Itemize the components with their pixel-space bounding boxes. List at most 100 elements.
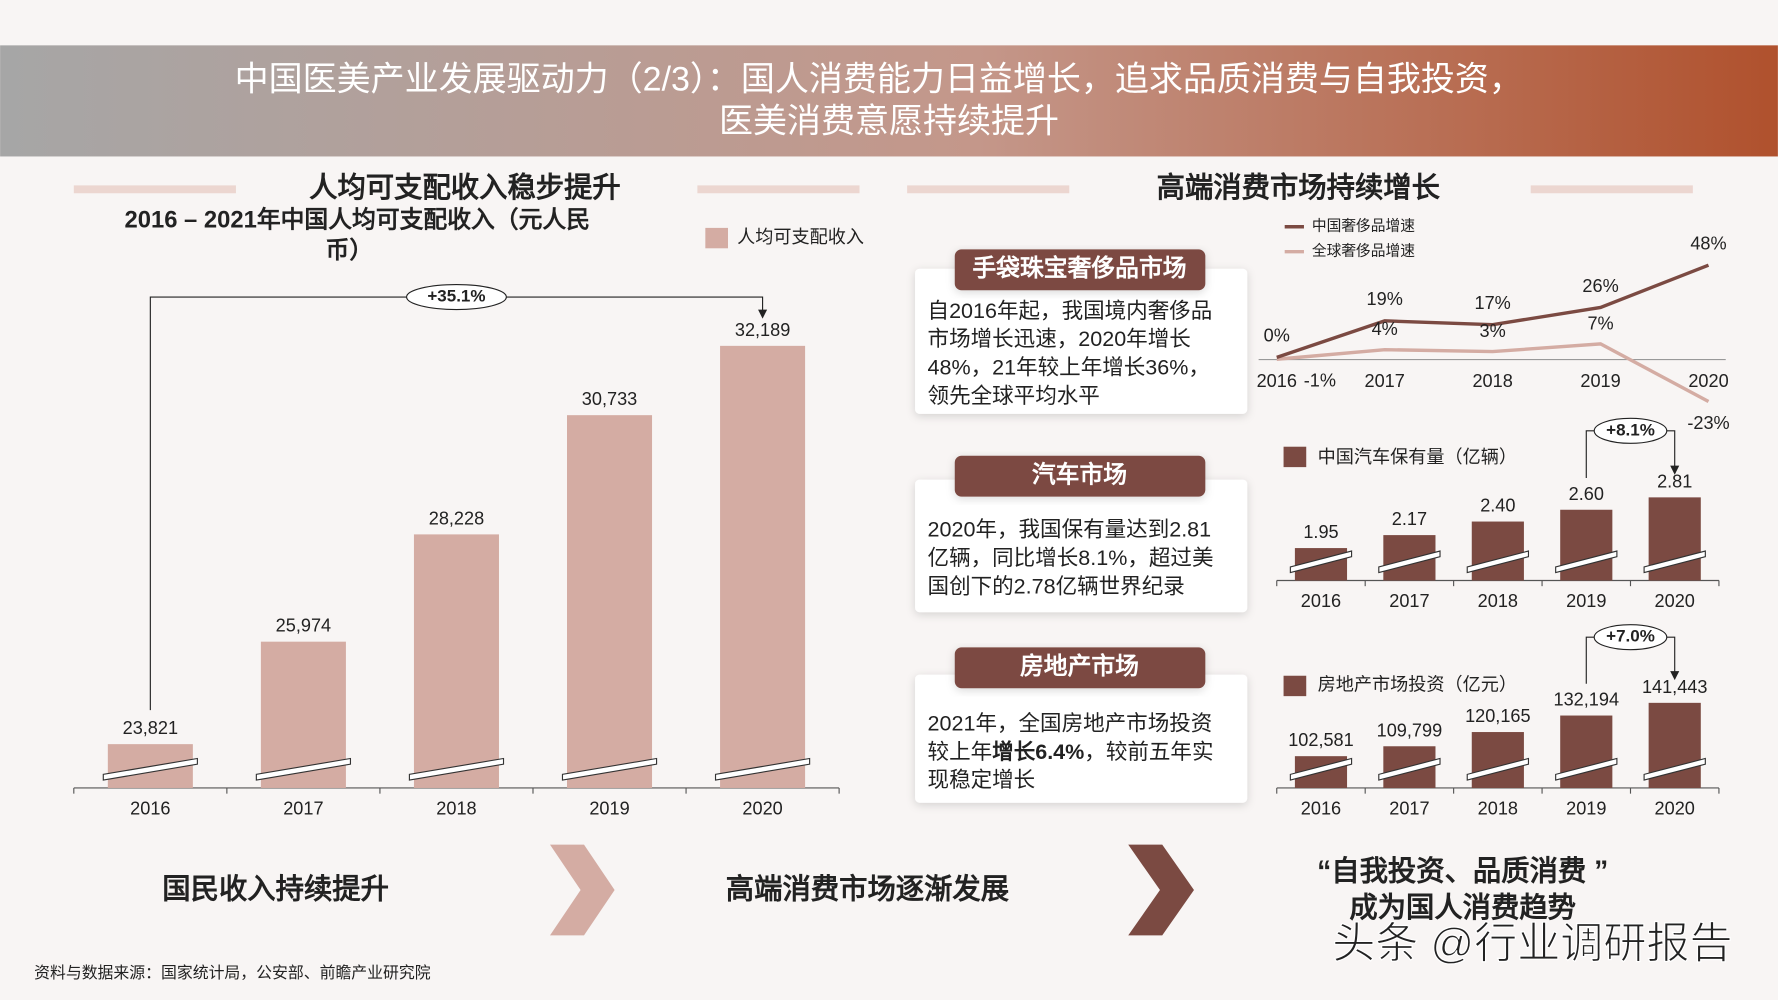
text-segment: 亿辆，同比增长8.1%，超过美 (928, 546, 1214, 570)
value-label: 2.40 (1480, 496, 1515, 516)
axis-break (1555, 550, 1618, 574)
box-heading: 汽车市场 (1032, 460, 1127, 488)
box-heading-bg (954, 647, 1206, 689)
text-segment: ，较前五年实 (1084, 740, 1213, 764)
box-line: 现稳定增长 (928, 768, 1036, 792)
x-tick-label: 2020 (1655, 591, 1695, 611)
header-title: 医美消费意愿持续提升 (719, 103, 1059, 141)
annotation-bubble (1593, 624, 1668, 651)
box-heading-bg (954, 249, 1206, 291)
value-label: -23% (1687, 413, 1729, 433)
annotation-bubble (406, 284, 507, 311)
text-segment: 2021年，全国房地产市场投资 (928, 711, 1213, 735)
axis-break (1378, 757, 1441, 781)
value-label: 120,165 (1465, 706, 1531, 726)
x-tick-label: 2019 (1566, 798, 1606, 818)
text-segment: 增长6.4% (992, 739, 1084, 764)
text-segment: 国创下的2.78亿辆世界纪录 (928, 574, 1185, 598)
chevron (549, 844, 615, 936)
value-label: 30,733 (582, 389, 637, 409)
value-label: 2.60 (1569, 484, 1604, 504)
value-label: 26% (1582, 276, 1618, 296)
value-label: 17% (1474, 293, 1510, 313)
legend-label: 人均可支配收入 (737, 227, 864, 247)
value-label: 23,821 (123, 718, 178, 738)
annotation: +35.1% (427, 287, 485, 306)
value-label: 132,194 (1554, 690, 1620, 710)
text-segment: 自2016年起，我国境内奢侈品 (928, 298, 1213, 322)
bar (1471, 732, 1524, 788)
axis-break (408, 757, 505, 781)
flow-step: 国民收入持续提升 (162, 874, 389, 906)
box-heading: 房地产市场 (1020, 652, 1139, 680)
x-tick-label: 2018 (1478, 591, 1518, 611)
flow-conclusion: “自我投资、品质消费 ” (1317, 856, 1608, 888)
bar (413, 534, 499, 788)
annotation: +7.0% (1606, 627, 1655, 646)
text-segment: 现稳定增长 (928, 768, 1036, 792)
box-line: 48%，21年较上年增长36%， (928, 355, 1210, 379)
value-label: 1.95 (1303, 522, 1338, 542)
box-line: 自2016年起，我国境内奢侈品 (928, 298, 1213, 322)
x-tick-label: 2019 (589, 798, 629, 818)
value-label: 4% (1372, 319, 1398, 339)
x-tick-label: 2017 (1389, 798, 1429, 818)
value-label: 2.17 (1392, 509, 1427, 529)
x-tick-label: 2018 (1478, 798, 1518, 818)
value-label: -1% (1304, 371, 1336, 391)
bar (720, 345, 806, 788)
value-label: 48% (1690, 234, 1726, 254)
value-label: 19% (1367, 289, 1403, 309)
x-tick-label: 2016 (1301, 798, 1341, 818)
x-tick-label: 2019 (1580, 371, 1620, 391)
chevron (1128, 844, 1194, 936)
value-label: 102,581 (1288, 730, 1354, 750)
x-tick-label: 2018 (436, 798, 476, 818)
legend-label: 中国汽车保有量（亿辆） (1318, 447, 1517, 467)
box-line: 2021年，全国房地产市场投资 (928, 711, 1213, 735)
axis-break (255, 757, 352, 781)
box-line: 2020年，我国保有量达到2.81 (928, 517, 1212, 541)
text-box (915, 479, 1248, 613)
box-line: 市场增长迅速，2020年增长 (928, 327, 1191, 351)
axis-break (1466, 757, 1530, 781)
value-label: 25,974 (276, 616, 331, 636)
x-tick-label: 2020 (1688, 371, 1728, 391)
axis-break (714, 757, 811, 781)
axis-break (1378, 550, 1441, 574)
box-line: 国创下的2.78亿辆世界纪录 (928, 574, 1185, 598)
arrow-head (758, 309, 768, 319)
legend-label: 房地产市场投资（亿元） (1318, 675, 1517, 695)
text-box (915, 674, 1248, 803)
x-tick-label: 2020 (1655, 798, 1695, 818)
watermark: 头条 @行业调研报告 (1332, 920, 1732, 968)
text-segment: 较上年 (928, 740, 993, 764)
x-tick-label: 2016 (130, 798, 170, 818)
line-series (1276, 342, 1710, 403)
value-label: 32,189 (735, 320, 790, 340)
x-tick-label: 2018 (1472, 371, 1512, 391)
header-band (0, 45, 1778, 157)
chart-subtitle: 2016 – 2021年中国人均可支配收入（元人民 (125, 205, 590, 233)
box-line: 较上年增长6.4%，较前五年实 (928, 739, 1214, 764)
text-segment: 48%，21年较上年增长36%， (928, 355, 1210, 379)
value-label: 0% (1264, 326, 1290, 346)
x-tick-label: 2020 (742, 798, 782, 818)
x-tick-label: 2016 (1301, 591, 1341, 611)
box-heading-bg (954, 455, 1206, 497)
bar (1471, 521, 1524, 581)
box-line: 亿辆，同比增长8.1%，超过美 (928, 546, 1214, 570)
x-tick-label: 2017 (283, 798, 323, 818)
x-tick-label: 2017 (1365, 371, 1405, 391)
legend-swatch (1283, 675, 1307, 697)
arrow-head (1670, 465, 1680, 475)
charts: 23,821 2016 25,974 2017 28,228 2018 30,733 2019… (73, 218, 1730, 818)
value-label: 28,228 (429, 508, 484, 528)
axis-break (1289, 757, 1353, 781)
source: 资料与数据来源：国家统计局，公安部、前瞻产业研究院 (34, 963, 431, 982)
axis-break (1289, 550, 1353, 574)
x-tick-label: 2017 (1389, 591, 1429, 611)
arrow-head (1670, 671, 1680, 681)
